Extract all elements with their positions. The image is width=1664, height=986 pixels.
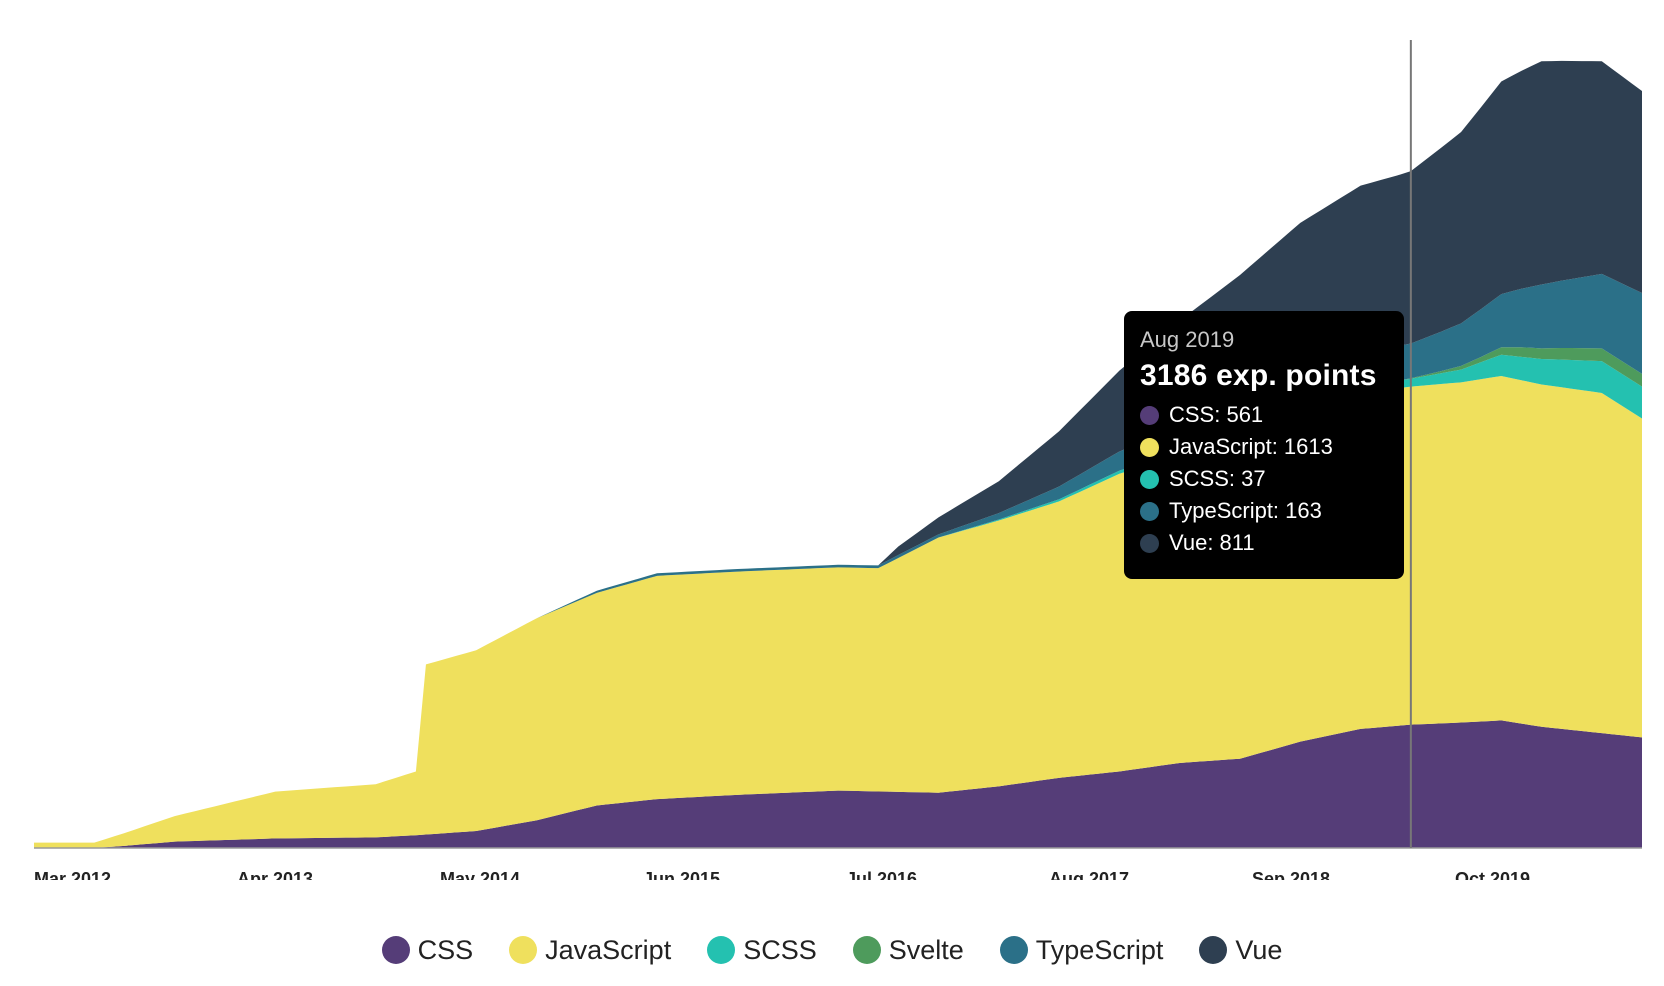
legend-label: TypeScript xyxy=(1035,934,1164,965)
tooltip-row-label: SCSS: 37 xyxy=(1169,466,1266,491)
legend-item-javascript[interactable]: JavaScript xyxy=(509,935,671,966)
legend-item-svelte[interactable]: Svelte xyxy=(852,934,964,966)
legend-swatch-icon xyxy=(509,936,538,964)
x-tick-label: Oct 2019 xyxy=(1455,869,1530,880)
hover-tooltip: Aug 2019 3186 exp. points CSS: 561 JavaSc… xyxy=(1124,311,1404,579)
tooltip-row: JavaScript: 1613 xyxy=(1140,431,1388,463)
legend-swatch-icon xyxy=(381,936,410,964)
tooltip-date: Aug 2019 xyxy=(1140,327,1235,352)
legend-swatch-icon xyxy=(1199,936,1228,964)
legend-label: Svelte xyxy=(888,934,964,965)
legend-item-scss[interactable]: SCSS xyxy=(707,935,817,966)
area-vue[interactable] xyxy=(34,60,1642,843)
x-tick-label: Jun 2015 xyxy=(643,869,720,880)
legend-item-vue[interactable]: Vue xyxy=(1199,935,1282,966)
tooltip-row-label: JavaScript: 1613 xyxy=(1169,434,1333,459)
legend-swatch-icon xyxy=(852,936,881,964)
tooltip-row: TypeScript: 163 xyxy=(1140,495,1388,527)
legend-label: CSS xyxy=(417,934,474,965)
tooltip-swatch-icon xyxy=(1140,437,1159,457)
x-axis-ticks: Mar 2012 Apr 2013 May 2014 Jun 2015 Jul 2016… xyxy=(34,869,1530,880)
legend-item-typescript[interactable]: TypeScript xyxy=(999,934,1164,966)
tooltip-row: SCSS: 37 xyxy=(1140,463,1388,495)
area-css[interactable] xyxy=(34,720,1642,848)
tooltip-swatch-icon xyxy=(1140,405,1159,425)
tooltip-total: 3186 exp. points xyxy=(1140,359,1377,392)
legend-label: JavaScript xyxy=(545,934,672,965)
legend-label: Vue xyxy=(1235,934,1283,965)
x-tick-label: Mar 2012 xyxy=(34,869,111,880)
tooltip-row-label: TypeScript: 163 xyxy=(1169,498,1322,523)
tooltip-swatch-icon xyxy=(1140,469,1159,489)
legend-swatch-icon xyxy=(999,936,1028,964)
x-tick-label: Aug 2017 xyxy=(1049,869,1129,880)
x-tick-label: May 2014 xyxy=(440,869,520,880)
legend-item-css[interactable]: CSS xyxy=(381,934,474,966)
tooltip-swatch-icon xyxy=(1140,533,1159,553)
stacked-area-chart[interactable]: Mar 2012 Apr 2013 May 2014 Jun 2015 Jul 2016… xyxy=(0,0,1664,880)
x-tick-label: Jul 2016 xyxy=(846,869,917,880)
tooltip-row: CSS: 561 xyxy=(1140,399,1388,431)
tooltip-row-label: Vue: 811 xyxy=(1169,530,1255,555)
tooltip-row: Vue: 811 xyxy=(1140,527,1388,559)
x-tick-label: Apr 2013 xyxy=(237,869,313,880)
tooltip-rows: CSS: 561 JavaScript: 1613 SCSS: 37 TypeScri… xyxy=(1140,399,1388,559)
legend-swatch-icon xyxy=(707,936,736,964)
chart-legend: CSS JavaScript SCSS Svelte TypeScript Vue xyxy=(0,930,1664,970)
x-tick-label: Sep 2018 xyxy=(1252,869,1330,880)
tooltip-row-label: CSS: 561 xyxy=(1169,402,1264,427)
tooltip-swatch-icon xyxy=(1140,501,1159,521)
legend-label: SCSS xyxy=(743,934,817,965)
